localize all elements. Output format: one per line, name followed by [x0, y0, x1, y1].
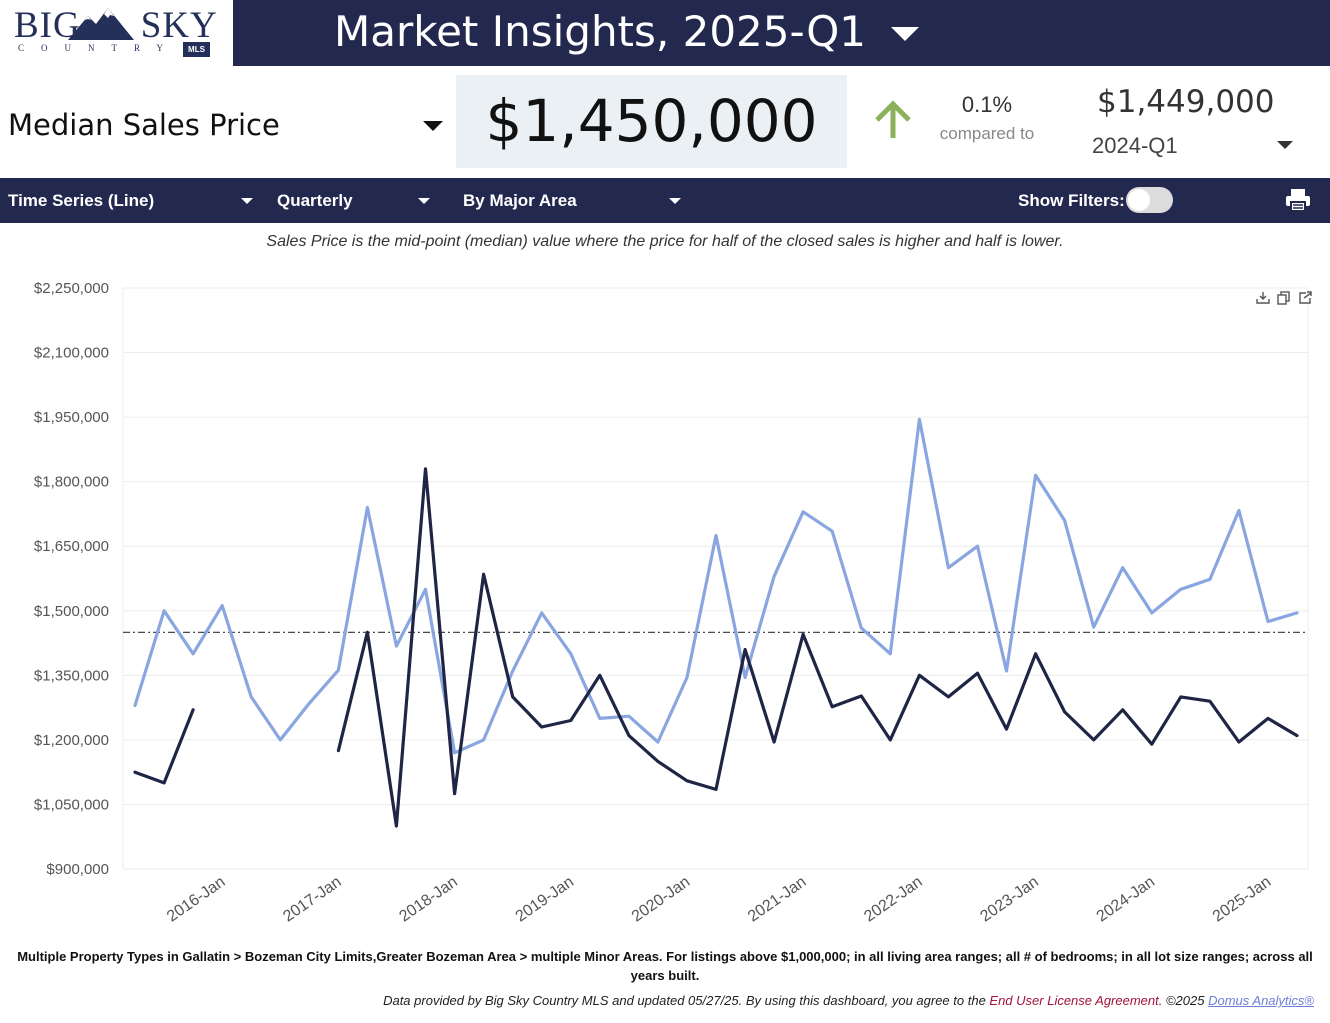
- kpi-value: $1,450,000: [485, 87, 818, 155]
- y-tick-label: $1,050,000: [34, 796, 109, 813]
- credits-text: Data provided by Big Sky Country MLS and…: [383, 993, 990, 1008]
- chart-series: [133, 417, 1299, 828]
- comparison-value: $1,449,000: [1097, 84, 1275, 120]
- up-arrow-icon: [875, 100, 911, 138]
- median-price-chart: $2,250,000 $2,100,000 $1,950,000 $1,800,000…: [34, 280, 1312, 926]
- filter-summary: Multiple Property Types in Gallatin > Bo…: [17, 949, 1313, 983]
- chevron-down-icon[interactable]: [418, 198, 430, 204]
- series-1-line: [133, 417, 1299, 755]
- x-axis: 2016-Jan 2017-Jan 2018-Jan 2019-Jan 2020-Jan…: [164, 873, 1274, 925]
- export-icon[interactable]: [1299, 291, 1312, 304]
- chart-toolbar: [1256, 291, 1312, 305]
- chevron-down-icon[interactable]: [1277, 141, 1293, 149]
- chevron-down-icon[interactable]: [423, 121, 443, 131]
- toggle-knob: [1128, 189, 1150, 211]
- y-tick-label: $1,650,000: [34, 538, 109, 555]
- y-tick-label: $1,350,000: [34, 667, 109, 684]
- header-banner: Market Insights, 2025-Q1: [233, 0, 1330, 66]
- domus-analytics-link[interactable]: Domus Analytics®: [1208, 993, 1314, 1008]
- compared-to-label: compared to: [939, 124, 1035, 143]
- show-filters-toggle[interactable]: [1126, 187, 1173, 213]
- x-tick-label: 2017-Jan: [280, 873, 344, 925]
- copy-icon[interactable]: [1277, 291, 1290, 305]
- y-tick-label: $2,250,000: [34, 280, 109, 297]
- series-2-line: [336, 467, 1299, 828]
- change-percent: 0.1%: [961, 92, 1013, 117]
- eula-link[interactable]: End User License Agreement: [989, 993, 1159, 1008]
- x-tick-label: 2024-Jan: [1094, 873, 1158, 925]
- y-axis: $2,250,000 $2,100,000 $1,950,000 $1,800,000…: [34, 280, 109, 878]
- x-tick-label: 2022-Jan: [861, 873, 925, 925]
- y-tick-label: $1,950,000: [34, 409, 109, 426]
- chevron-down-icon[interactable]: [891, 27, 919, 41]
- series-2-line: [133, 708, 195, 785]
- logo-wordmark: BIG SKY: [14, 5, 218, 46]
- kpi-value-box: $1,450,000: [456, 75, 847, 168]
- y-tick-label: $1,200,000: [34, 732, 109, 749]
- comparison-period-dropdown[interactable]: 2024-Q1: [1092, 133, 1178, 158]
- print-icon[interactable]: [1285, 188, 1311, 212]
- x-tick-label: 2016-Jan: [164, 873, 228, 925]
- x-tick-label: 2018-Jan: [396, 873, 460, 925]
- filter-bar: Time Series (Line) Quarterly By Major Ar…: [0, 178, 1330, 223]
- mountain-icon: [68, 8, 134, 40]
- chart-grid: [122, 287, 1309, 870]
- interval-dropdown[interactable]: Quarterly: [277, 191, 353, 210]
- download-icon[interactable]: [1256, 292, 1270, 304]
- metric-dropdown[interactable]: Median Sales Price: [8, 108, 280, 142]
- x-tick-label: 2021-Jan: [745, 873, 809, 925]
- y-tick-label: $1,800,000: [34, 474, 109, 491]
- x-tick-label: 2020-Jan: [629, 873, 693, 925]
- big-sky-logo: BIG SKY COUNTRY MLS: [0, 0, 233, 66]
- x-tick-label: 2025-Jan: [1210, 873, 1274, 925]
- logo-country: COUNTRY: [18, 43, 181, 53]
- page-title[interactable]: Market Insights, 2025-Q1: [334, 7, 866, 56]
- credits-copyright: . ©2025: [1158, 993, 1209, 1008]
- chevron-down-icon[interactable]: [669, 198, 681, 204]
- chart-type-dropdown[interactable]: Time Series (Line): [8, 191, 155, 210]
- y-tick-label: $1,500,000: [34, 603, 109, 620]
- logo-mls-badge: MLS: [183, 42, 210, 57]
- y-tick-label: $900,000: [46, 861, 109, 878]
- grouping-dropdown[interactable]: By Major Area: [463, 191, 577, 210]
- chevron-down-icon[interactable]: [241, 198, 253, 204]
- show-filters-label: Show Filters:: [1018, 191, 1125, 210]
- x-tick-label: 2019-Jan: [513, 873, 577, 925]
- y-tick-label: $2,100,000: [34, 345, 109, 362]
- metric-description: Sales Price is the mid-point (median) va…: [266, 233, 1064, 250]
- data-credits: Data provided by Big Sky Country MLS and…: [0, 993, 1314, 1008]
- x-tick-label: 2023-Jan: [977, 873, 1041, 925]
